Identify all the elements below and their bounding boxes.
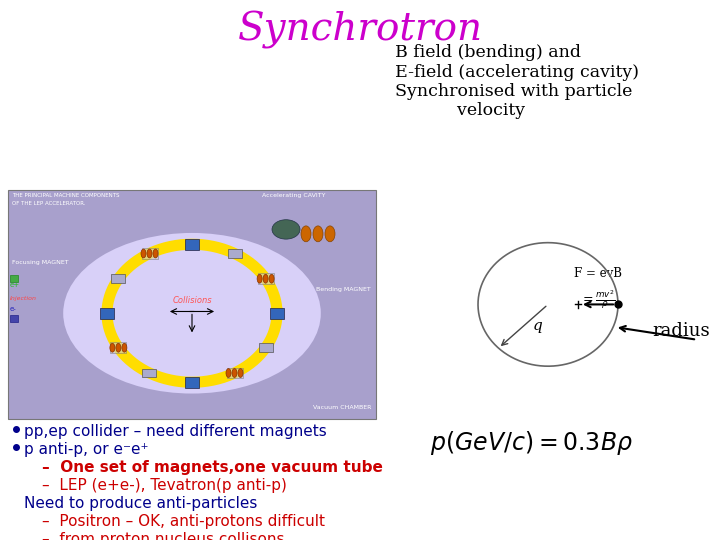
Ellipse shape [325, 226, 335, 242]
Text: $p(GeV/c) = 0.3B\rho$: $p(GeV/c) = 0.3B\rho$ [430, 429, 633, 457]
Text: Bending MAGNET: Bending MAGNET [316, 287, 371, 292]
Bar [10, 315, 18, 322]
Text: B field (bending) and: B field (bending) and [395, 44, 581, 61]
Text: Need to produce anti-particles: Need to produce anti-particles [24, 496, 257, 511]
Ellipse shape [313, 226, 323, 242]
Ellipse shape [110, 343, 115, 352]
Text: Vacuum CHAMBER: Vacuum CHAMBER [312, 406, 371, 410]
Bar [185, 377, 199, 388]
Ellipse shape [269, 274, 274, 283]
Ellipse shape [116, 343, 121, 352]
Text: $= \frac{mv^2}{\rho}$: $= \frac{mv^2}{\rho}$ [580, 288, 616, 311]
Text: pp,ep collider – need different magnets: pp,ep collider – need different magnets [24, 423, 327, 438]
Text: –  from proton nucleus collisons: – from proton nucleus collisons [42, 532, 284, 540]
Ellipse shape [238, 369, 243, 377]
Ellipse shape [226, 369, 231, 377]
Text: OF THE LEP ACCELERATOR.: OF THE LEP ACCELERATOR. [12, 201, 86, 206]
Text: Accelerating CAVITY: Accelerating CAVITY [263, 193, 326, 198]
Text: q: q [533, 320, 543, 334]
Text: velocity: velocity [435, 103, 525, 119]
Text: F = evB: F = evB [574, 267, 622, 280]
Bar [228, 249, 241, 258]
Bar [10, 275, 18, 282]
Text: Collisions: Collisions [172, 295, 212, 305]
Ellipse shape [63, 233, 321, 394]
Ellipse shape [263, 274, 268, 283]
Text: e-: e- [10, 307, 17, 313]
Text: Focusing MAGNET: Focusing MAGNET [12, 260, 68, 265]
Bar [100, 308, 114, 319]
Bar [143, 369, 156, 377]
Text: E-field (accelerating cavity): E-field (accelerating cavity) [395, 64, 639, 80]
Ellipse shape [141, 249, 146, 258]
Text: p anti-p, or e⁻e⁺: p anti-p, or e⁻e⁺ [24, 442, 148, 457]
Ellipse shape [272, 220, 300, 239]
Bar [110, 342, 127, 353]
Text: e+: e+ [10, 282, 20, 288]
Bar [142, 248, 158, 259]
Text: –  One set of magnets,one vacuum tube: – One set of magnets,one vacuum tube [42, 460, 383, 475]
Text: –  Positron – OK, anti-protons difficult: – Positron – OK, anti-protons difficult [42, 514, 325, 529]
Text: THE PRINCIPAL MACHINE COMPONENTS: THE PRINCIPAL MACHINE COMPONENTS [12, 193, 120, 198]
Ellipse shape [232, 369, 237, 377]
Bar [185, 239, 199, 249]
Bar [112, 274, 125, 283]
Ellipse shape [257, 274, 262, 283]
Bar [8, 190, 376, 419]
Bar [258, 343, 273, 352]
Bar [270, 308, 284, 319]
Ellipse shape [147, 249, 152, 258]
Ellipse shape [153, 249, 158, 258]
Bar [258, 273, 274, 284]
Bar [227, 368, 243, 379]
Text: Injection: Injection [10, 296, 37, 301]
Ellipse shape [122, 343, 127, 352]
Text: Synchrotron: Synchrotron [238, 11, 482, 49]
Text: Synchronised with particle: Synchronised with particle [395, 83, 632, 100]
Ellipse shape [301, 226, 311, 242]
Text: –  LEP (e+e-), Tevatron(p anti-p): – LEP (e+e-), Tevatron(p anti-p) [42, 478, 287, 493]
Text: radius: radius [652, 322, 710, 340]
